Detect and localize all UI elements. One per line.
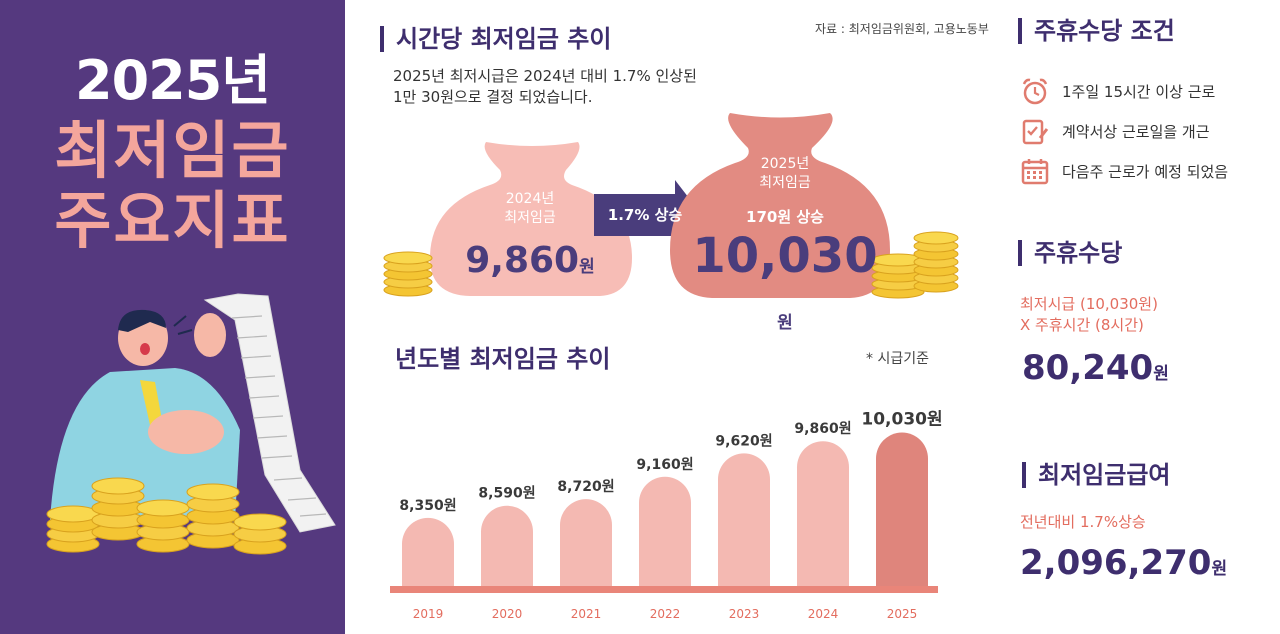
hourly-basis-note: * 시급기준 xyxy=(866,351,929,367)
man-with-receipt-illustration xyxy=(46,293,336,555)
bag-2024-icon xyxy=(430,142,632,296)
arrow-text: 1.7% 상승 xyxy=(607,206,683,224)
condition-1: 1주일 15시간 이상 근로 xyxy=(1020,76,1215,106)
condition-2-text: 계약서상 근로일을 개근 xyxy=(1062,122,1210,141)
bag-2025-icon xyxy=(670,113,890,298)
salary-increase-text: 전년대비 1.7%상승 xyxy=(1020,513,1146,531)
year-title: 2025년 xyxy=(75,49,271,112)
desc-line-2: 1만 30원으로 결정 되었습니다. xyxy=(393,88,593,106)
bar-2024 xyxy=(797,441,849,586)
bag-2024-unit: 원 xyxy=(579,257,595,277)
allowance-unit: 원 xyxy=(1153,364,1169,384)
condition-3: 다음주 근로가 예정 되었음 xyxy=(1020,156,1228,186)
bag-2024-year: 2024년 xyxy=(505,191,555,207)
calendar-icon xyxy=(1021,159,1049,185)
x-tick-2019: 2019 xyxy=(413,607,444,621)
bar-2020 xyxy=(481,505,533,586)
alarm-clock-icon xyxy=(1022,78,1048,105)
allowance-conditions-title: 주휴수당 조건 xyxy=(1018,18,1175,44)
allowance-amount: 80,240 xyxy=(1022,348,1154,388)
bag-2025-amount: 10,030 원 xyxy=(690,228,880,340)
bar-2025 xyxy=(876,432,928,586)
bar-2019 xyxy=(402,517,454,586)
title-line-1: 최저임금 xyxy=(54,114,291,187)
allowance-value: 80,240원 xyxy=(1022,348,1169,388)
bar-label-2022: 9,160원 xyxy=(636,457,693,473)
bag-2025-caption: 최저임금 xyxy=(759,175,811,191)
weekly-allowance-title: 주휴수당 xyxy=(1018,240,1122,266)
bag-2024-label: 2024년 최저임금 xyxy=(480,190,580,228)
bag-2025-label: 2025년 최저임금 xyxy=(730,155,840,193)
x-tick-2023: 2023 xyxy=(729,607,760,621)
bar-label-2020: 8,590원 xyxy=(478,486,535,502)
x-tick-2025: 2025 xyxy=(887,607,918,621)
allowance-formula-line-2: X 주휴시간 (8시간) xyxy=(1020,316,1144,334)
coin-stacks xyxy=(46,477,287,555)
bar-label-2024: 9,860원 xyxy=(794,421,851,437)
desc-line-1: 2025년 최저시급은 2024년 대비 1.7% 인상된 xyxy=(393,67,697,85)
hourly-description: 2025년 최저시급은 2024년 대비 1.7% 인상된 1만 30원으로 결… xyxy=(393,66,733,108)
minimum-wage-salary-title: 최저임금급여 xyxy=(1022,462,1170,488)
salary-amount: 2,096,270 xyxy=(1020,543,1212,583)
chart-baseline xyxy=(390,586,938,593)
bar-label-2019: 8,350원 xyxy=(399,498,456,514)
allowance-formula-line-1: 최저시급 (10,030원) xyxy=(1020,295,1158,313)
condition-2: 계약서상 근로일을 개근 xyxy=(1020,116,1210,146)
salary-unit: 원 xyxy=(1211,559,1228,579)
source-text: 자료 : 최저임금위원회, 고용노동부 xyxy=(815,22,989,36)
left-title-panel: 2025년 최저임금 주요지표 xyxy=(0,0,345,634)
condition-3-text: 다음주 근로가 예정 되었음 xyxy=(1062,162,1229,181)
title-line-2: 주요지표 xyxy=(54,184,291,257)
yearly-section-title: 년도별 최저임금 추이 xyxy=(395,345,611,373)
x-tick-2020: 2020 xyxy=(492,607,523,621)
bar-2022 xyxy=(639,476,691,586)
contract-check-icon xyxy=(1022,119,1049,145)
yearly-minimum-wage-bar-chart: 8,350원 2019 8,590원 2020 8,720원 2021 9,160원 2022… xyxy=(390,410,943,621)
bag-2025-unit: 원 xyxy=(777,313,793,333)
bag-2024-caption: 최저임금 xyxy=(504,210,556,226)
salary-value: 2,096,270원 xyxy=(1020,543,1227,583)
bar-label-2021: 8,720원 xyxy=(557,479,614,495)
allowance-formula: 최저시급 (10,030원) X 주휴시간 (8시간) xyxy=(1020,294,1158,336)
bar-2023 xyxy=(718,453,770,586)
hourly-section-title: 시간당 최저임금 추이 xyxy=(380,26,611,52)
x-tick-2022: 2022 xyxy=(650,607,681,621)
x-tick-2024: 2024 xyxy=(808,607,839,621)
money-bags-graphic xyxy=(383,113,959,299)
bar-2021 xyxy=(560,499,612,586)
bag-2024-value: 9,860 xyxy=(465,240,580,281)
bag-2025-value: 10,030 xyxy=(692,228,878,284)
bar-label-2023: 9,620원 xyxy=(715,433,772,449)
bar-label-2025: 10,030원 xyxy=(861,410,942,430)
bag-2024-amount: 9,860원 xyxy=(455,240,605,281)
bag-2025-year: 2025년 xyxy=(760,156,810,172)
x-tick-2021: 2021 xyxy=(571,607,602,621)
condition-1-text: 1주일 15시간 이상 근로 xyxy=(1062,82,1216,101)
bag-2025-rise: 170원 상승 xyxy=(746,208,824,226)
